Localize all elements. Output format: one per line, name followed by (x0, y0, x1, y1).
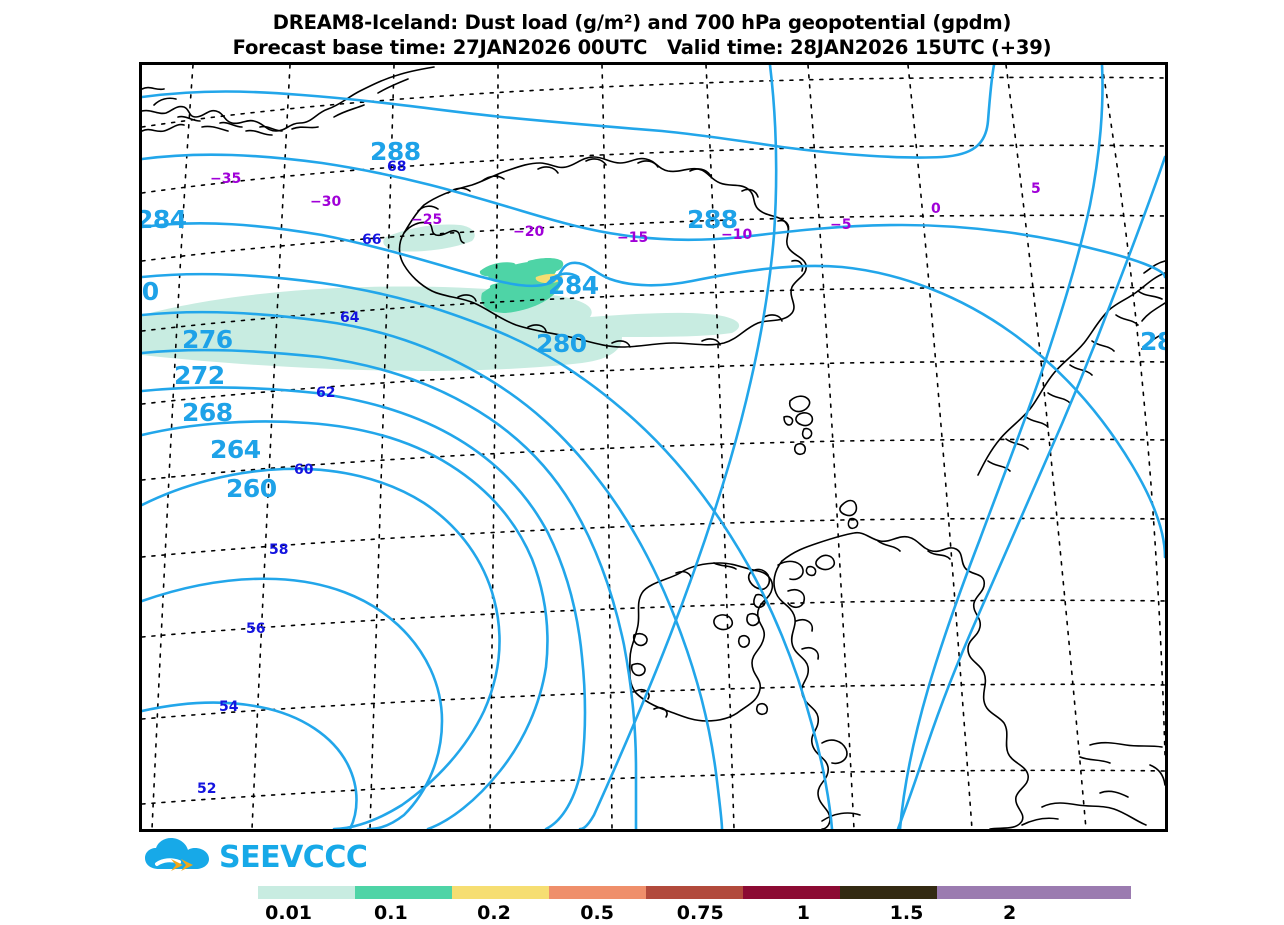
dust-contour-001 (142, 286, 740, 371)
colorbar-segment (355, 886, 452, 899)
chart-title-block: DREAM8-Iceland: Dust load (g/m²) and 700… (0, 10, 1284, 60)
chart-title-line-2: Forecast base time: 27JAN2026 00UTC Vali… (232, 36, 1052, 59)
colorbar-segment (452, 886, 549, 899)
logo-text: SEEVCCC (219, 839, 368, 875)
colorbar-segment (937, 886, 1132, 899)
dust-load-colorbar: 0.01 0.1 0.2 0.5 0.75 1 1.5 2 (258, 886, 1132, 924)
colorbar-tick: 0.5 (580, 902, 614, 924)
colorbar-segment (646, 886, 743, 899)
geopotential-contours (142, 65, 1165, 829)
graticule (142, 65, 1165, 829)
coastlines (142, 66, 1165, 829)
chart-title-line-1: DREAM8-Iceland: Dust load (g/m²) and 700… (272, 11, 1012, 34)
dust-contour-01-d (527, 258, 564, 274)
cloud-icon (145, 838, 209, 871)
dust-contour-01-c (479, 262, 517, 277)
colorbar-tick: 2 (1003, 902, 1017, 924)
colorbar-tick: 0.1 (374, 902, 408, 924)
colorbar-tick: 0.75 (676, 902, 724, 924)
map-panel: 288 284 280 276 272 268 264 260 284 280 … (139, 62, 1168, 832)
colorbar-segment (258, 886, 355, 899)
dust-load-shading (142, 224, 740, 371)
colorbar-tick: 1.5 (889, 902, 924, 924)
colorbar-tick: 0.01 (265, 902, 313, 924)
seevccc-logo: SEEVCCC (143, 836, 373, 878)
colorbar-tick-labels: 0.01 0.1 0.2 0.5 0.75 1 1.5 2 (258, 902, 1132, 924)
map-graphic (142, 65, 1165, 829)
colorbar-segment (549, 886, 646, 899)
colorbar-segment (840, 886, 937, 899)
colorbar-tick: 0.2 (477, 902, 511, 924)
colorbar-segment (743, 886, 840, 899)
colorbar-tick: 1 (796, 902, 810, 924)
colorbar-strip (258, 886, 1132, 899)
